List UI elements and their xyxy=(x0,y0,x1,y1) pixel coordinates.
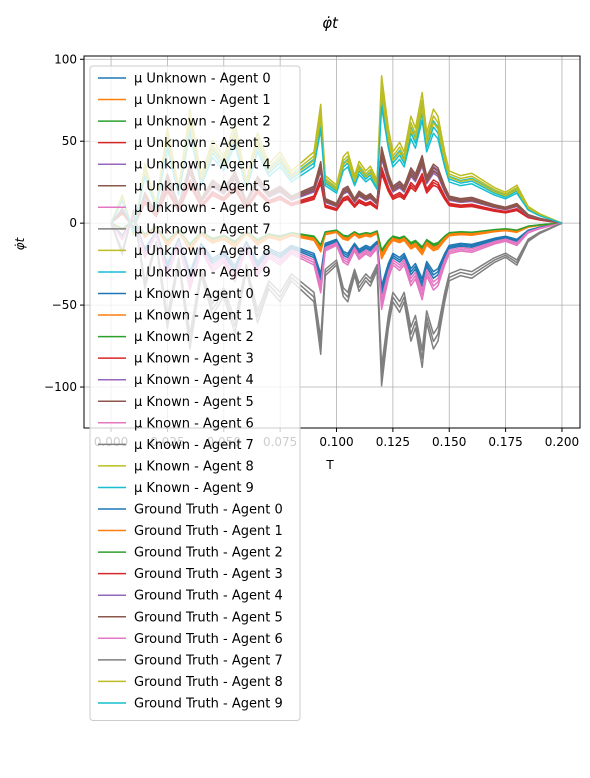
y-tick-label: 100 xyxy=(54,52,77,66)
legend-label: μ Unknown - Agent 0 xyxy=(134,72,271,87)
legend-label: μ Known - Agent 3 xyxy=(134,352,254,367)
legend-label: μ Unknown - Agent 9 xyxy=(134,265,271,280)
legend-label: Ground Truth - Agent 7 xyxy=(134,653,283,668)
x-tick-label: 0.100 xyxy=(319,435,353,449)
legend-label: μ Unknown - Agent 7 xyxy=(134,222,271,237)
legend-box xyxy=(89,65,301,721)
legend-label: μ Known - Agent 8 xyxy=(134,459,254,474)
legend-label: Ground Truth - Agent 0 xyxy=(134,503,283,518)
legend-label: μ Known - Agent 0 xyxy=(134,287,254,302)
y-tick-label: 50 xyxy=(62,134,77,148)
legend-label: Ground Truth - Agent 3 xyxy=(134,567,283,582)
legend-label: μ Unknown - Agent 6 xyxy=(134,201,271,216)
legend-label: Ground Truth - Agent 9 xyxy=(134,696,283,711)
legend-label: μ Unknown - Agent 8 xyxy=(134,244,271,259)
legend-label: Ground Truth - Agent 6 xyxy=(134,632,283,647)
axes-frame xyxy=(83,55,581,429)
legend-label: μ Known - Agent 9 xyxy=(134,481,254,496)
legend-label: μ Unknown - Agent 5 xyxy=(134,179,271,194)
legend-label: μ Known - Agent 5 xyxy=(134,395,254,410)
legend-label: μ Known - Agent 6 xyxy=(134,416,254,431)
y-tick-label: 0 xyxy=(69,216,77,230)
legend-label: μ Unknown - Agent 4 xyxy=(134,158,271,173)
legend-label: μ Known - Agent 7 xyxy=(134,438,254,453)
legend-label: μ Known - Agent 2 xyxy=(134,330,254,345)
legend-label: μ Known - Agent 4 xyxy=(134,373,254,388)
x-tick-label: 0.150 xyxy=(432,435,466,449)
y-tick-label: −50 xyxy=(52,298,77,312)
legend-label: Ground Truth - Agent 4 xyxy=(134,589,283,604)
legend-label: μ Unknown - Agent 1 xyxy=(134,93,271,108)
legend-label: μ Unknown - Agent 3 xyxy=(134,136,271,151)
x-axis-label: T xyxy=(325,458,334,472)
legend-label: Ground Truth - Agent 8 xyxy=(134,675,283,690)
legend: μ Unknown - Agent 0 μ Unknown - Agent 1 μ … xyxy=(89,65,301,721)
y-tick-label: −100 xyxy=(44,380,77,394)
legend-label: μ Known - Agent 1 xyxy=(134,309,254,324)
x-tick-label: 0.125 xyxy=(376,435,410,449)
legend-label: μ Unknown - Agent 2 xyxy=(134,115,271,130)
x-tick-label: 0.175 xyxy=(488,435,522,449)
y-axis-label: φ̇t xyxy=(13,236,27,250)
chart-title: φ̇t xyxy=(322,14,339,32)
x-tick-label: 0.200 xyxy=(545,435,579,449)
legend-label: Ground Truth - Agent 1 xyxy=(134,524,283,539)
legend-label: Ground Truth - Agent 5 xyxy=(134,610,283,625)
legend-label: Ground Truth - Agent 2 xyxy=(134,546,283,561)
